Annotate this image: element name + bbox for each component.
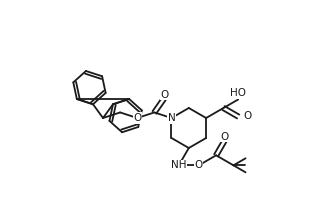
Text: NH: NH — [171, 160, 186, 170]
Text: HO: HO — [230, 89, 246, 99]
Text: O: O — [220, 132, 229, 142]
Text: O: O — [133, 113, 142, 123]
Text: O: O — [243, 111, 251, 121]
Text: N: N — [167, 113, 175, 123]
Text: O: O — [195, 160, 203, 170]
Text: O: O — [161, 90, 169, 100]
